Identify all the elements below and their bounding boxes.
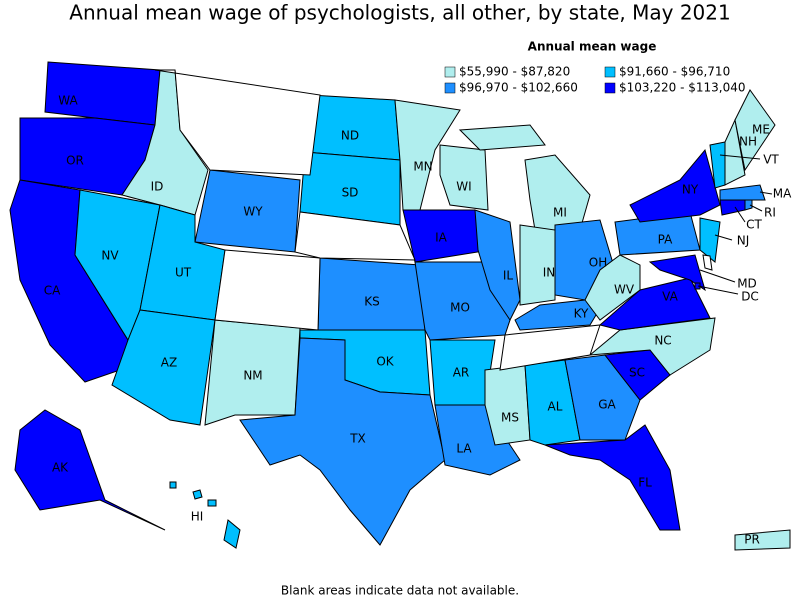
state-label: WV [614, 283, 635, 297]
legend-label: $55,990 - $87,820 [459, 65, 570, 79]
state [294, 211, 416, 261]
state [439, 144, 489, 211]
state [734, 529, 791, 551]
leader-line [734, 206, 746, 223]
state-label: NC [654, 334, 671, 348]
state [14, 409, 166, 531]
state-label: RI [764, 206, 776, 220]
state [702, 254, 713, 271]
map-title: Annual mean wage of psychologists, all o… [69, 1, 730, 25]
state-label: AK [52, 461, 69, 475]
state [519, 224, 556, 306]
leader-line [719, 154, 761, 160]
state-label: TX [349, 432, 366, 446]
state [734, 89, 776, 172]
state-label: VA [662, 290, 678, 304]
legend-swatch [444, 82, 456, 94]
state-label: AZ [161, 356, 177, 370]
state-label: NM [243, 369, 262, 383]
state-label: LA [456, 442, 472, 456]
state [598, 277, 711, 331]
state-label: CA [44, 284, 61, 298]
state-label: NY [682, 183, 699, 197]
legend-swatch [444, 66, 456, 78]
state-label: WY [243, 205, 263, 219]
state-label: MI [553, 206, 567, 220]
state-label: SD [342, 186, 359, 200]
state-label: PA [658, 233, 673, 247]
state [207, 499, 217, 507]
leader-line [759, 191, 773, 195]
state-label: AR [453, 366, 470, 380]
state-label: AL [548, 400, 563, 414]
state [524, 359, 581, 446]
state [719, 184, 766, 201]
state-label: IA [435, 231, 448, 245]
state-label: IN [543, 266, 556, 280]
leader-line [699, 269, 736, 283]
state-label: FL [638, 476, 652, 490]
state-label: OH [589, 256, 607, 270]
state [484, 364, 531, 446]
state [719, 197, 746, 216]
legend-swatch [604, 82, 616, 94]
state-label: SC [629, 366, 645, 380]
state-label: MD [737, 277, 757, 291]
state-label: CT [746, 218, 762, 232]
state-label: NJ [737, 234, 750, 248]
state-label: OR [66, 154, 84, 168]
state-label: ND [341, 129, 359, 143]
legend-label: $96,970 - $102,660 [459, 81, 578, 95]
legend-swatch [604, 66, 616, 78]
state-label: ID [151, 180, 164, 194]
leader-line [697, 285, 739, 295]
state [223, 519, 241, 549]
state [474, 209, 521, 321]
state-label: NV [101, 249, 119, 263]
state-label: NH [739, 135, 757, 149]
state-label: VT [763, 153, 779, 167]
state-label: WA [58, 94, 78, 108]
state-label: PR [744, 533, 760, 547]
state-label: ME [752, 123, 770, 137]
state [724, 118, 746, 186]
state-label: MN [413, 160, 432, 174]
state [214, 249, 321, 331]
state [584, 254, 641, 321]
state [544, 424, 681, 531]
state-label: MS [501, 411, 519, 425]
state [629, 148, 721, 223]
leader-line [714, 234, 733, 241]
state-label: KS [364, 295, 380, 309]
state-label: KY [574, 307, 589, 321]
state-label: UT [175, 266, 192, 280]
footnote: Blank areas indicate data not available. [281, 584, 519, 598]
leader-line [749, 204, 763, 212]
state-label: MA [773, 187, 792, 201]
state [239, 337, 446, 546]
legend-title: Annual mean wage [528, 40, 657, 54]
legend-label: $103,220 - $113,040 [619, 81, 745, 95]
state [154, 69, 321, 176]
state-label: WI [456, 180, 471, 194]
state-label: GA [598, 398, 616, 412]
state-label: HI [191, 510, 204, 524]
state-label: OK [376, 355, 394, 369]
state-label: MO [450, 301, 470, 315]
state [699, 217, 721, 263]
no-data-states [154, 69, 713, 371]
state [694, 282, 701, 290]
state [458, 124, 546, 151]
state [192, 489, 203, 500]
state [169, 481, 177, 489]
state-label: DC [741, 290, 759, 304]
state [499, 324, 601, 371]
state-label: IL [503, 269, 514, 283]
legend-label: $91,660 - $96,710 [619, 65, 730, 79]
